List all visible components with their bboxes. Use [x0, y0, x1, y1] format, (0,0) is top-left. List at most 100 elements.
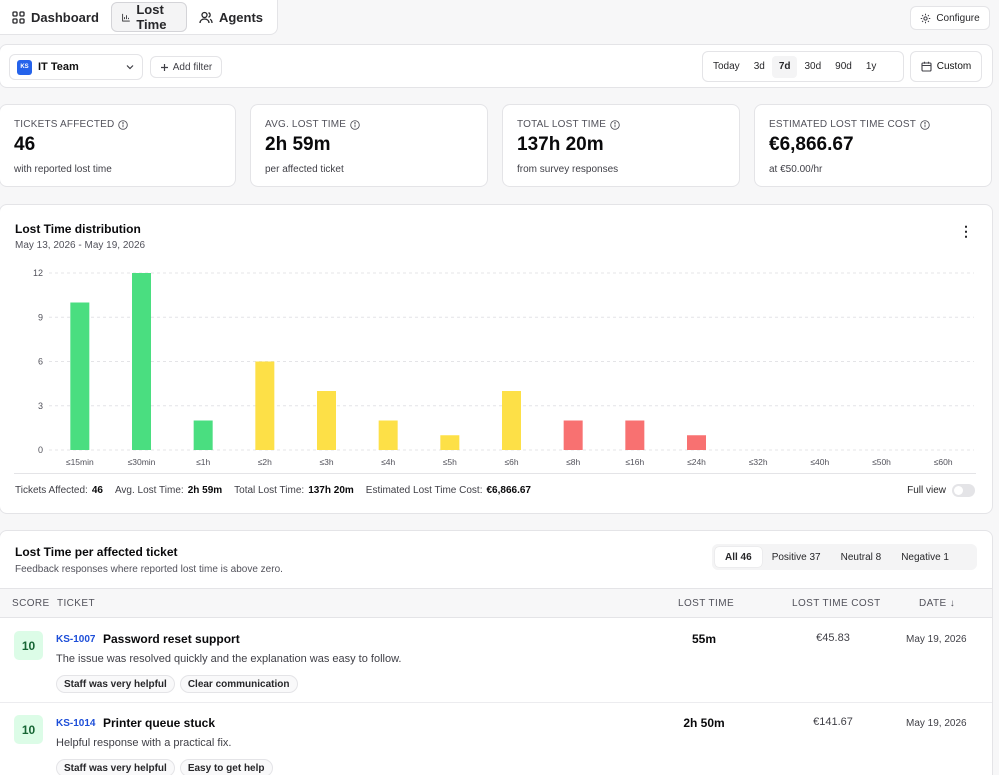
range-7d[interactable]: 7d: [771, 55, 798, 78]
info-icon[interactable]: [350, 119, 360, 130]
score-badge: 10: [14, 715, 43, 744]
x-tick-label: ≤60h: [934, 457, 953, 467]
segment-all[interactable]: All 46: [715, 547, 762, 567]
team-badge: KS: [17, 59, 32, 75]
column-lost-time-cost[interactable]: LOST TIME COST: [792, 598, 881, 609]
feedback-subtitle: Feedback responses where reported lost t…: [15, 564, 283, 575]
stat-value: 2h 59m: [265, 134, 331, 155]
lost-time-cost-value: €45.83: [816, 632, 850, 644]
x-tick-label: ≤8h: [566, 457, 580, 467]
table-header: SCORE TICKET LOST TIME LOST TIME COST DA…: [0, 588, 992, 618]
distribution-date-range: May 13, 2026 - May 19, 2026: [15, 240, 146, 251]
x-tick-label: ≤2h: [258, 457, 272, 467]
summary-cost-label: Estimated Lost Time Cost:: [365, 485, 483, 496]
tab-lost-time-label: Lost Time: [136, 2, 167, 32]
x-tick-label: ≤30min: [128, 457, 156, 467]
range-today[interactable]: Today: [713, 61, 740, 72]
tag-chip: Staff was very helpful: [56, 759, 175, 775]
range-30d[interactable]: 30d: [804, 61, 822, 72]
x-tick-label: ≤3h: [319, 457, 333, 467]
feedback-panel: Lost Time per affected ticket Feedback r…: [0, 530, 993, 775]
stat-label: AVG. LOST TIME: [265, 119, 347, 130]
ticket-id-link[interactable]: KS-1014: [56, 718, 96, 729]
date-value: May 19, 2026: [906, 718, 967, 729]
custom-range-button[interactable]: Custom: [910, 51, 982, 82]
tab-dashboard[interactable]: Dashboard: [2, 2, 109, 32]
bar: [687, 435, 706, 450]
stat-label: ESTIMATED LOST TIME COST: [769, 119, 917, 130]
info-icon[interactable]: [610, 119, 620, 130]
tag-list: Staff was very helpful Clear communicati…: [56, 675, 298, 693]
date-value: May 19, 2026: [906, 634, 967, 645]
full-view-toggle[interactable]: Full view: [907, 484, 975, 497]
configure-button[interactable]: Configure: [910, 6, 990, 30]
toggle-switch[interactable]: [952, 484, 975, 497]
full-view-label: Full view: [907, 485, 946, 496]
x-tick-label: ≤24h: [687, 457, 706, 467]
x-tick-label: ≤50h: [872, 457, 891, 467]
y-tick-label: 0: [38, 445, 43, 455]
column-lost-time[interactable]: LOST TIME: [678, 598, 735, 609]
stat-value: 46: [14, 134, 36, 155]
ticket-id-link[interactable]: KS-1007: [56, 634, 96, 645]
stat-card-estimated-cost: ESTIMATED LOST TIME COST €6,866.67 at €5…: [754, 104, 992, 187]
y-tick-label: 9: [38, 312, 43, 322]
bar: [378, 420, 398, 450]
segment-neutral[interactable]: Neutral 8: [840, 551, 882, 563]
tag-chip: Clear communication: [179, 675, 298, 693]
add-filter-label: Add filter: [172, 61, 213, 73]
segment-positive[interactable]: Positive 37: [771, 551, 821, 563]
distribution-panel: Lost Time distribution May 13, 2026 - Ma…: [0, 204, 993, 514]
column-score[interactable]: SCORE: [12, 598, 50, 609]
range-90d[interactable]: 90d: [835, 61, 852, 72]
bar: [502, 391, 521, 450]
main-nav: Dashboard Lost Time Agents: [0, 0, 278, 35]
gear-icon: [921, 13, 931, 23]
info-icon[interactable]: [920, 119, 930, 130]
range-1y[interactable]: 1y: [865, 61, 877, 72]
column-ticket[interactable]: TICKET: [57, 598, 95, 609]
lost-time-value: 55m: [691, 632, 717, 646]
team-select[interactable]: KS IT Team: [9, 54, 143, 80]
summary-tickets-label: Tickets Affected:: [15, 485, 88, 496]
tag-chip: Staff was very helpful: [56, 675, 175, 693]
stat-label: TICKETS AFFECTED: [14, 119, 115, 130]
x-tick-label: ≤4h: [381, 457, 395, 467]
feedback-comment: The issue was resolved quickly and the e…: [56, 653, 402, 665]
date-range-selector: Today 3d 7d 30d 90d 1y: [702, 51, 904, 82]
lost-time-cost-value: €141.67: [813, 716, 853, 728]
table-row[interactable]: 10 KS-1014 Printer queue stuck Helpful r…: [0, 703, 992, 775]
score-badge: 10: [14, 631, 43, 660]
add-filter-button[interactable]: Add filter: [150, 56, 222, 78]
bar-chart-icon: [122, 13, 130, 21]
bar: [317, 391, 336, 450]
column-date[interactable]: DATE ↓: [919, 598, 956, 609]
tab-agents[interactable]: Agents: [189, 2, 273, 32]
stat-subtext: with reported lost time: [14, 164, 112, 175]
bar: [440, 435, 460, 450]
range-3d[interactable]: 3d: [753, 61, 765, 72]
lost-time-value: 2h 50m: [683, 716, 725, 730]
plus-icon: [160, 63, 168, 71]
bar: [70, 302, 90, 450]
sentiment-filter: All 46 Positive 37 Neutral 8 Negative 1: [712, 544, 977, 570]
stat-value: 137h 20m: [517, 134, 604, 155]
filter-bar: KS IT Team Add filter Today 3d 7d 30d 90…: [0, 44, 993, 88]
table-row[interactable]: 10 KS-1007 Password reset support The is…: [0, 619, 992, 703]
x-tick-label: ≤32h: [749, 457, 768, 467]
segment-negative[interactable]: Negative 1: [901, 551, 949, 563]
stat-label: TOTAL LOST TIME: [517, 119, 607, 130]
x-tick-label: ≤15min: [66, 457, 94, 467]
users-icon: [199, 11, 213, 23]
info-icon[interactable]: [118, 119, 129, 130]
stat-card-tickets: TICKETS AFFECTED 46 with reported lost t…: [0, 104, 236, 187]
more-options-icon[interactable]: ⋮: [959, 223, 973, 239]
distribution-chart: 0 3 6 9 12 ≤15min ≤30min ≤1h ≤2h ≤3h ≤4h ≤5h ≤6h ≤8h ≤…: [33, 268, 974, 467]
team-select-value: IT Team: [38, 61, 79, 73]
tab-agents-label: Agents: [218, 9, 263, 25]
custom-range-label: Custom: [936, 61, 972, 72]
ticket-name: Password reset support: [103, 632, 240, 646]
configure-label: Configure: [936, 12, 980, 24]
tab-lost-time[interactable]: Lost Time: [110, 2, 187, 32]
summary-tickets-value: 46: [91, 485, 103, 496]
